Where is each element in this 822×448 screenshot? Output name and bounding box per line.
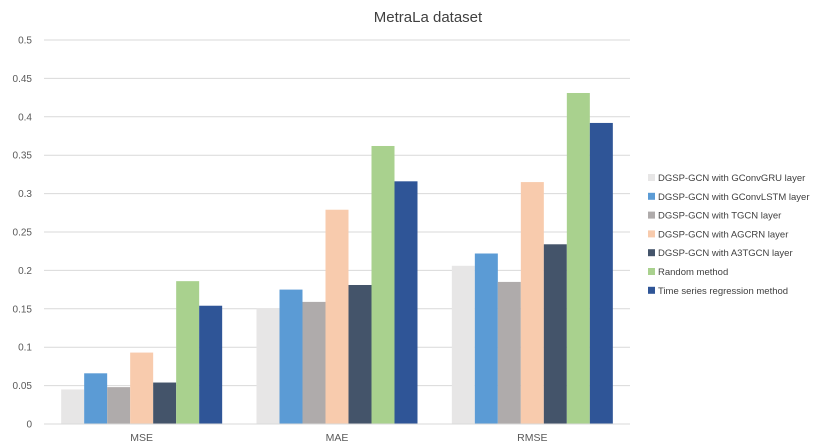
bar bbox=[325, 209, 349, 424]
bar bbox=[566, 92, 590, 424]
legend-label: Random method bbox=[658, 267, 728, 278]
y-tick-label: 0.5 bbox=[18, 36, 32, 47]
bar bbox=[451, 265, 475, 424]
y-tick-label: 0 bbox=[26, 420, 32, 431]
bar bbox=[153, 382, 177, 424]
legend-label: DGSP-GCN with GConvLSTM layer bbox=[658, 192, 810, 203]
y-tick-label: 0.3 bbox=[18, 189, 32, 200]
legend-label: DGSP-GCN with GConvGRU layer bbox=[658, 173, 805, 184]
bar bbox=[61, 389, 85, 424]
y-tick-label: 0.15 bbox=[13, 304, 33, 315]
legend-swatch bbox=[648, 174, 655, 181]
bar bbox=[371, 145, 395, 424]
y-tick-label: 0.35 bbox=[13, 151, 33, 162]
legend-label: DGSP-GCN with TGCN layer bbox=[658, 211, 781, 222]
bar bbox=[497, 281, 521, 424]
legend-swatch bbox=[648, 230, 655, 238]
bar bbox=[543, 244, 567, 424]
legend-swatch bbox=[648, 249, 655, 257]
bar bbox=[348, 284, 372, 424]
bar bbox=[394, 181, 418, 424]
y-tick-label: 0.25 bbox=[13, 228, 33, 239]
legend-swatch bbox=[648, 192, 655, 200]
legend-swatch bbox=[648, 286, 655, 294]
legend-label: DGSP-GCN with AGCRN layer bbox=[658, 229, 788, 240]
bar bbox=[589, 122, 613, 424]
bars bbox=[61, 92, 613, 424]
bar bbox=[279, 289, 303, 424]
legend-label: DGSP-GCN with A3TGCN layer bbox=[658, 248, 793, 259]
y-axis-ticks: 0 0.05 0.1 0.15 0.2 0.25 0.3 0.35 0.4 0.45 0.5 bbox=[13, 36, 33, 431]
bar bbox=[256, 308, 280, 424]
legend-label: Time series regression method bbox=[658, 286, 788, 297]
x-axis-categories: MSE MAE RMSE bbox=[130, 432, 547, 444]
y-tick-label: 0.05 bbox=[13, 381, 33, 392]
y-tick-label: 0.45 bbox=[13, 74, 33, 85]
bar bbox=[474, 253, 498, 424]
bar bbox=[107, 387, 131, 424]
x-category-label: MSE bbox=[130, 432, 153, 444]
legend: DGSP-GCN with GConvGRU layer DGSP-GCN wit… bbox=[648, 173, 810, 297]
chart-title: MetraLa dataset bbox=[374, 9, 483, 26]
legend-swatch bbox=[648, 211, 655, 219]
bar bbox=[302, 301, 326, 424]
x-category-label: MAE bbox=[326, 432, 349, 444]
x-category-label: RMSE bbox=[517, 432, 547, 444]
legend-swatch bbox=[648, 268, 655, 275]
y-tick-label: 0.2 bbox=[18, 266, 32, 277]
bar bbox=[176, 281, 200, 424]
y-tick-label: 0.4 bbox=[18, 112, 32, 123]
bar bbox=[130, 352, 154, 424]
bar bbox=[199, 305, 223, 424]
bar bbox=[520, 182, 544, 424]
bar bbox=[84, 373, 108, 424]
y-tick-label: 0.1 bbox=[18, 343, 32, 354]
